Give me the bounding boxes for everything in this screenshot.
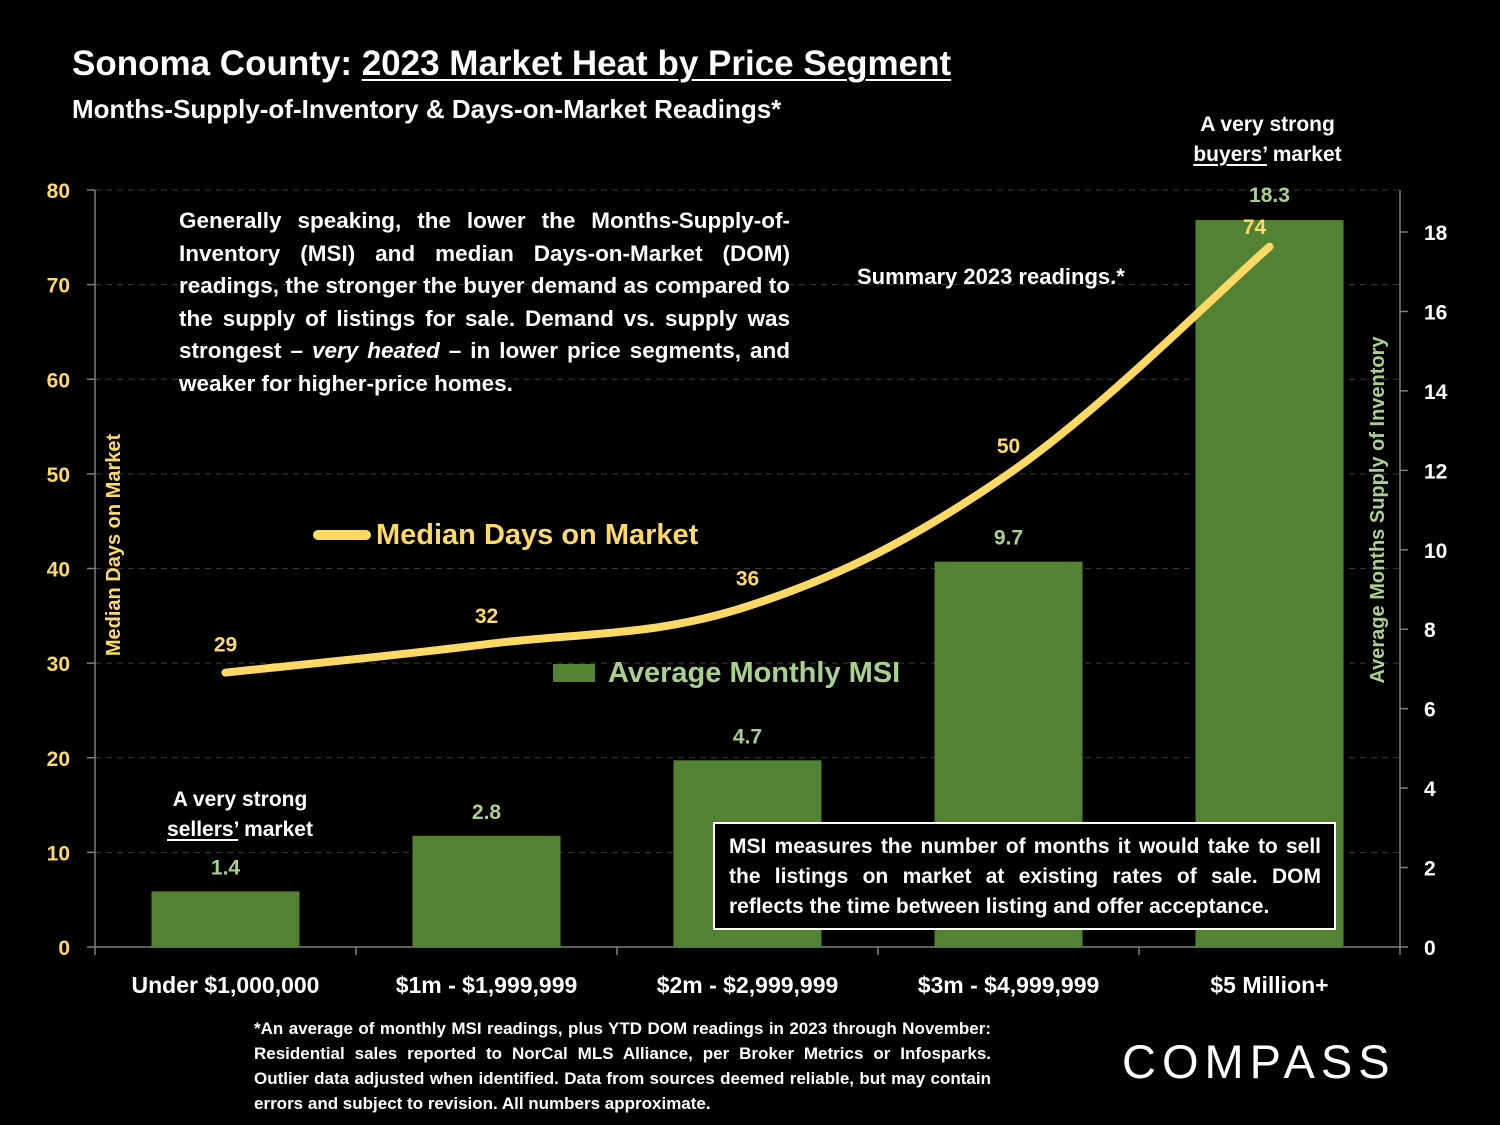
buyers-annotation-line2: buyers’ market <box>1170 140 1365 170</box>
title-main: 2023 Market Heat by Price Segment <box>361 44 952 83</box>
x-category-label: $3m - $4,999,999 <box>918 972 1100 998</box>
dom-point-label: 32 <box>475 605 498 628</box>
x-category-label: $5 Million+ <box>1210 972 1328 998</box>
y-left-tick-label: 50 <box>47 464 70 487</box>
sellers-rest: market <box>238 818 313 841</box>
msi-bar <box>151 891 300 947</box>
description-part1: Generally speaking, the lower the Months… <box>179 208 790 363</box>
y-right-tick-label: 16 <box>1424 301 1447 324</box>
sellers-underlined: sellers’ <box>167 818 239 841</box>
y-right-tick-label: 8 <box>1424 619 1436 642</box>
buyers-underlined: buyers’ <box>1193 143 1267 166</box>
dom-point-label: 29 <box>214 634 237 657</box>
buyers-market-annotation: A very strong buyers’ market <box>1170 110 1365 170</box>
compass-logo: COMPASS <box>1122 1035 1396 1088</box>
y-left-tick-label: 0 <box>58 937 70 960</box>
legend-msi-swatch <box>553 664 595 682</box>
y-left-tick-label: 10 <box>47 842 70 865</box>
dom-line <box>221 242 1274 677</box>
legend-dom-label: Median Days on Market <box>376 519 699 551</box>
footnote: *An average of monthly MSI readings, plu… <box>254 1019 991 1113</box>
y-left-tick-label: 40 <box>47 559 70 582</box>
y-right-tick-label: 10 <box>1424 540 1447 563</box>
x-category-label: $1m - $1,999,999 <box>396 972 578 998</box>
msi-bar-label: 4.7 <box>733 725 762 748</box>
buyers-annotation-line1: A very strong <box>1200 113 1335 136</box>
page-subtitle: Months-Supply-of-Inventory & Days-on-Mar… <box>72 94 782 124</box>
dom-point-label: 50 <box>997 435 1020 458</box>
y-right-tick-label: 14 <box>1424 381 1448 404</box>
y-left-tick-label: 70 <box>47 275 70 298</box>
y-left-tick-label: 30 <box>47 653 70 676</box>
msi-bar <box>412 835 561 947</box>
legend-msi-label: Average Monthly MSI <box>608 657 900 689</box>
page-title: Sonoma County: 2023 Market Heat by Price… <box>72 44 951 84</box>
y-right-axis-title: Average Months Supply of Inventory <box>1367 336 1389 684</box>
y-left-tick-label: 80 <box>47 180 70 203</box>
description-text: Generally speaking, the lower the Months… <box>179 205 790 400</box>
sellers-market-annotation: A very strong sellers’ market <box>150 785 330 845</box>
msi-bar-label: 18.3 <box>1249 184 1290 207</box>
y-right-tick-label: 6 <box>1424 699 1436 722</box>
x-category-label: Under $1,000,000 <box>132 972 320 998</box>
msi-bar-label: 2.8 <box>472 801 502 824</box>
dom-point-label: 36 <box>736 567 759 590</box>
y-right-tick-label: 12 <box>1424 460 1447 483</box>
sellers-annotation-line2: sellers’ market <box>150 815 330 845</box>
msi-definition-box: MSI measures the number of months it wou… <box>713 822 1336 930</box>
buyers-rest: market <box>1266 143 1342 166</box>
y-right-tick-label: 18 <box>1424 222 1448 245</box>
msi-bar-label: 9.7 <box>994 527 1023 550</box>
y-left-tick-label: 60 <box>47 369 70 392</box>
y-right-tick-label: 4 <box>1424 778 1436 801</box>
dom-point-label: 74 <box>1243 216 1267 239</box>
msi-bar-label: 1.4 <box>211 856 241 879</box>
title-prefix: Sonoma County: <box>72 44 362 83</box>
y-right-tick-label: 0 <box>1424 937 1436 960</box>
summary-label: Summary 2023 readings.* <box>857 264 1125 289</box>
y-right-tick-label: 2 <box>1424 858 1436 881</box>
y-left-tick-label: 20 <box>47 748 70 771</box>
y-left-axis-title: Median Days on Market <box>103 434 125 657</box>
x-category-label: $2m - $2,999,999 <box>657 972 839 998</box>
description-part2: – in lower price segments, and weaker fo… <box>179 338 790 396</box>
description-italic: very heated <box>311 338 440 363</box>
sellers-annotation-line1: A very strong <box>172 788 308 811</box>
